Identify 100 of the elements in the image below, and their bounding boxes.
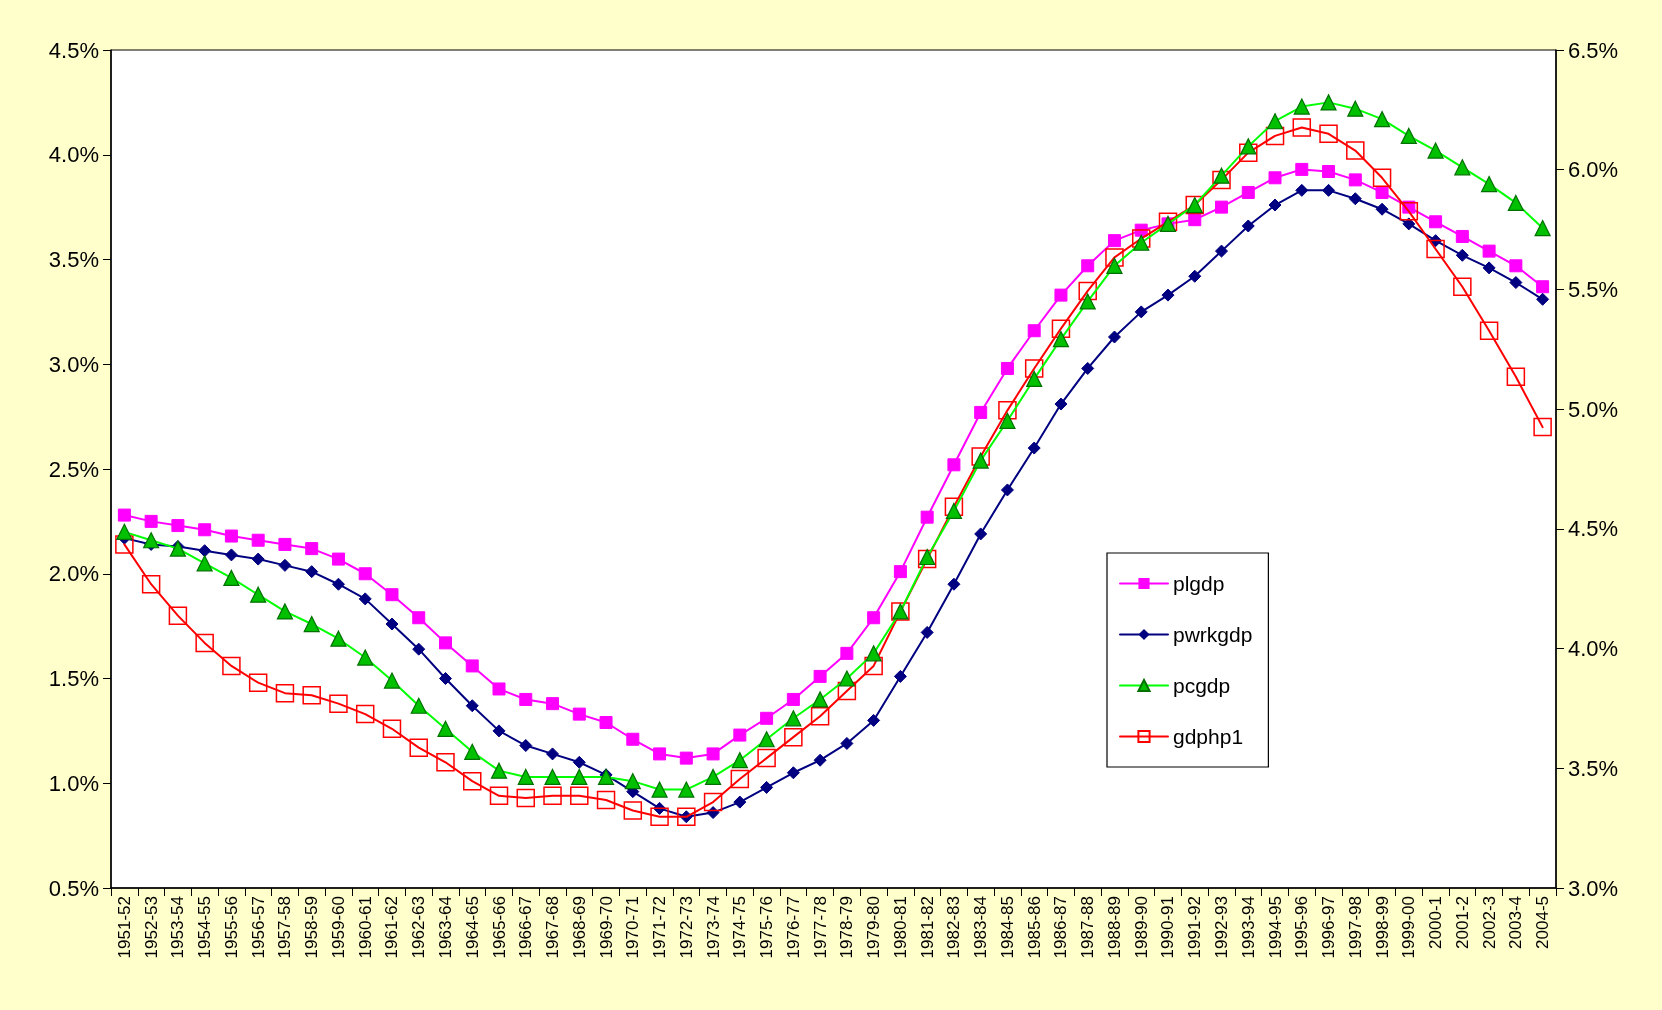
point xyxy=(224,529,238,543)
point xyxy=(1265,126,1285,146)
legend-label: plgdp xyxy=(1173,572,1225,595)
point xyxy=(519,692,533,706)
point xyxy=(893,669,907,683)
point xyxy=(947,458,961,472)
point xyxy=(679,751,693,765)
x-tick-label: 1992-93 xyxy=(1212,896,1232,959)
point xyxy=(730,769,750,789)
point xyxy=(1295,162,1309,176)
x-tick-label: 1965-66 xyxy=(489,896,509,959)
y-tick-label: 0.5% xyxy=(48,875,99,901)
point xyxy=(650,807,669,827)
point xyxy=(1241,219,1255,233)
point xyxy=(1268,171,1282,185)
point xyxy=(572,755,586,769)
y2-tick-label: 3.0% xyxy=(1568,875,1619,901)
point xyxy=(492,682,506,696)
x-tick-label: 1976-77 xyxy=(783,896,803,959)
point xyxy=(1372,168,1392,188)
x-tick-label: 1987-88 xyxy=(1078,896,1098,959)
point xyxy=(867,713,881,727)
point xyxy=(947,577,961,591)
x-tick-label: 2004-5 xyxy=(1533,896,1553,949)
point xyxy=(1322,183,1336,197)
point xyxy=(757,748,776,768)
x-tick-label: 1985-86 xyxy=(1024,896,1044,959)
point xyxy=(1453,277,1472,296)
point xyxy=(463,771,482,791)
point xyxy=(840,646,854,660)
point xyxy=(1268,198,1282,212)
point xyxy=(1081,361,1095,375)
point xyxy=(760,780,774,794)
legend-label: pcgdp xyxy=(1173,674,1231,697)
y2-tick-label: 5.5% xyxy=(1568,276,1619,302)
x-tick-label: 1984-85 xyxy=(997,896,1017,959)
x-tick-label: 1957-58 xyxy=(275,896,295,959)
point xyxy=(224,548,238,562)
x-tick-label: 1956-57 xyxy=(248,896,268,959)
point xyxy=(1215,200,1229,214)
point xyxy=(1479,321,1499,340)
point xyxy=(492,724,506,738)
x-tick-label: 2002-3 xyxy=(1479,896,1499,949)
point xyxy=(115,535,134,554)
point xyxy=(275,683,295,703)
point xyxy=(144,514,158,528)
point xyxy=(519,739,533,753)
point xyxy=(305,565,319,579)
point xyxy=(1455,248,1469,262)
point xyxy=(1105,248,1124,267)
x-tick-label: 1990-91 xyxy=(1158,896,1178,959)
x-tick-label: 1962-63 xyxy=(409,896,429,959)
point xyxy=(1322,165,1336,179)
point xyxy=(1506,367,1526,387)
x-tick-label: 1998-99 xyxy=(1372,896,1392,959)
point xyxy=(1027,324,1041,338)
x-tick-label: 1968-69 xyxy=(569,896,589,959)
point xyxy=(546,697,560,711)
point xyxy=(436,753,455,772)
point xyxy=(1399,202,1419,221)
point xyxy=(572,707,586,721)
point xyxy=(1295,183,1309,197)
point xyxy=(329,694,348,713)
y-tick-label: 1.5% xyxy=(48,666,99,691)
point xyxy=(706,747,720,761)
point xyxy=(599,715,613,729)
point xyxy=(412,611,426,625)
point xyxy=(1107,330,1121,344)
point xyxy=(1188,213,1202,227)
point xyxy=(733,728,747,742)
point xyxy=(1346,141,1365,160)
point xyxy=(438,636,452,650)
point xyxy=(893,565,907,579)
y2-tick-label: 5.0% xyxy=(1568,396,1619,422)
point xyxy=(1482,261,1496,275)
point xyxy=(1081,259,1095,273)
point xyxy=(813,753,827,767)
point xyxy=(760,711,774,725)
point xyxy=(305,542,319,556)
x-tick-label: 1960-61 xyxy=(355,896,375,959)
point xyxy=(733,795,747,809)
point xyxy=(1375,185,1389,199)
point xyxy=(1212,170,1231,190)
point xyxy=(1375,202,1389,216)
legend-label: gdphp1 xyxy=(1173,725,1244,748)
x-tick-label: 1951-52 xyxy=(114,896,134,959)
point xyxy=(278,558,292,572)
x-tick-label: 1993-94 xyxy=(1238,896,1258,959)
x-tick-label: 1954-55 xyxy=(195,896,215,959)
y2-tick-label: 3.5% xyxy=(1568,755,1619,781)
point xyxy=(920,510,934,524)
point xyxy=(278,537,292,551)
x-tick-label: 1980-81 xyxy=(890,896,910,959)
point xyxy=(1292,118,1312,137)
x-tick-label: 1995-96 xyxy=(1292,896,1312,959)
x-tick-label: 1981-82 xyxy=(917,896,937,959)
point xyxy=(358,567,372,581)
point xyxy=(1348,173,1362,187)
point xyxy=(1455,229,1469,243)
x-tick-label: 1999-00 xyxy=(1399,896,1419,959)
